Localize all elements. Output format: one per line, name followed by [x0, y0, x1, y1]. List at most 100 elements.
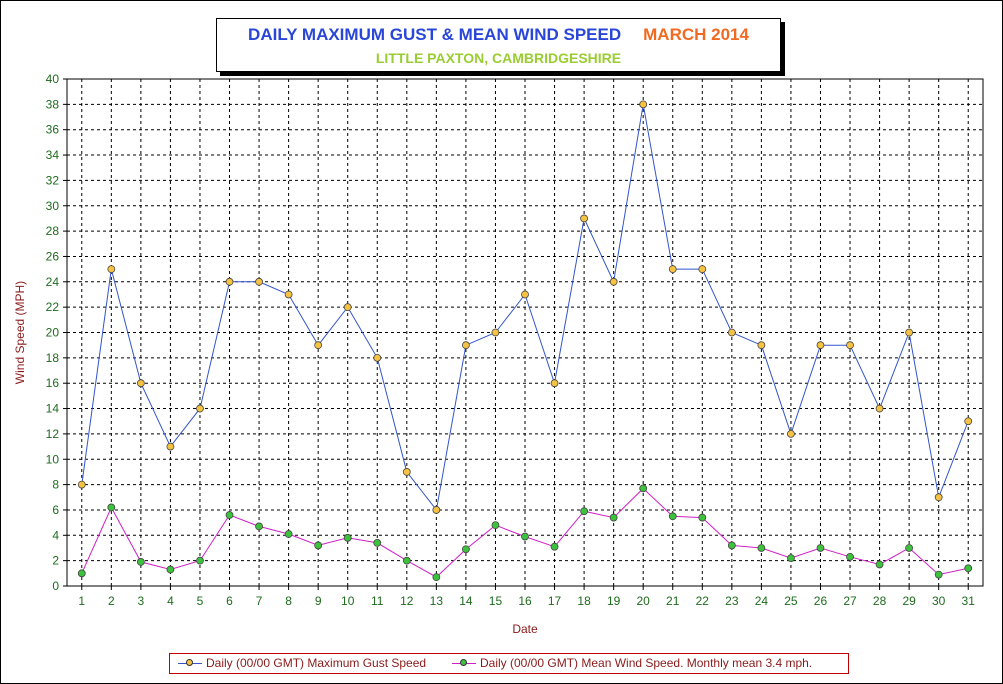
data-point-gust — [609, 277, 618, 286]
data-point-mean — [136, 558, 145, 566]
data-point-mean — [639, 484, 648, 493]
y-tick-label: 10 — [46, 452, 60, 466]
plot-border — [66, 78, 984, 587]
data-point-mean — [255, 522, 263, 531]
chart-subtitle: LITTLE PAXTON, CAMBRIDGESHIRE — [375, 50, 622, 66]
y-tick-label: 14 — [46, 402, 60, 416]
data-point-mean — [905, 544, 914, 552]
x-axis-label: Date — [512, 622, 538, 636]
x-tick-label: 20 — [637, 594, 651, 608]
data-point-mean — [196, 556, 204, 565]
x-tick-label: 3 — [138, 594, 145, 608]
data-point-mean — [462, 545, 470, 554]
data-point-mean — [964, 564, 973, 573]
x-tick-label: 10 — [341, 594, 355, 608]
x-tick-label: 7 — [256, 594, 263, 608]
data-point-gust — [580, 214, 588, 223]
data-point-gust — [77, 480, 86, 489]
data-point-mean — [580, 507, 588, 516]
data-point-gust — [314, 341, 323, 350]
data-point-mean — [816, 544, 825, 552]
y-tick-label: 28 — [46, 224, 60, 238]
x-tick-label: 18 — [577, 594, 591, 608]
x-tick-label: 13 — [430, 594, 444, 608]
data-point-mean — [491, 521, 500, 530]
data-point-mean — [314, 541, 323, 550]
y-tick-label: 18 — [46, 351, 60, 365]
data-point-gust — [402, 468, 411, 476]
data-point-gust — [846, 341, 854, 350]
legend-gust-label: Daily (00/00 GMT) Maximum Gust Speed — [206, 656, 427, 670]
y-tick-label: 16 — [46, 376, 60, 390]
x-tick-label: 24 — [755, 594, 769, 608]
data-point-gust — [284, 290, 293, 299]
data-point-gust — [875, 404, 884, 413]
data-point-gust — [521, 290, 529, 299]
data-point-gust — [698, 265, 707, 274]
data-point-gust — [491, 328, 500, 337]
x-tick-label: 9 — [315, 594, 322, 608]
data-point-mean — [432, 573, 441, 582]
legend-mean-marker — [460, 659, 467, 666]
data-point-gust — [373, 353, 382, 362]
data-point-gust — [816, 341, 825, 350]
y-tick-label: 8 — [52, 478, 59, 492]
y-tick-label: 2 — [52, 554, 59, 568]
data-point-gust — [432, 506, 441, 514]
x-tick-label: 11 — [371, 594, 384, 608]
data-point-mean — [521, 532, 529, 541]
y-tick-label: 6 — [52, 503, 59, 517]
data-point-gust — [255, 277, 263, 286]
data-point-gust — [964, 417, 973, 426]
x-tick-label: 2 — [108, 594, 115, 608]
y-tick-label: 34 — [46, 148, 60, 162]
x-tick-label: 16 — [518, 594, 532, 608]
data-point-mean — [846, 552, 854, 561]
data-point-gust — [639, 100, 648, 109]
data-point-mean — [934, 570, 943, 579]
x-tick-label: 14 — [459, 594, 473, 608]
y-tick-label: 40 — [46, 72, 60, 86]
data-point-mean — [757, 544, 766, 552]
y-tick-label: 32 — [46, 173, 60, 187]
data-point-gust — [757, 341, 766, 350]
x-tick-label: 31 — [962, 594, 976, 608]
x-tick-label: 30 — [932, 594, 946, 608]
data-point-mean — [727, 541, 736, 550]
y-axis-label: Wind Speed (MPH) — [13, 281, 27, 384]
data-point-gust — [136, 379, 145, 388]
y-tick-label: 30 — [46, 199, 60, 213]
legend: Daily (00/00 GMT) Maximum Gust Speed Dai… — [169, 653, 849, 674]
x-tick-label: 15 — [489, 594, 503, 608]
data-point-mean — [373, 539, 382, 547]
x-tick-label: 8 — [285, 594, 292, 608]
data-point-mean — [284, 530, 293, 538]
data-point-gust — [107, 265, 116, 274]
x-tick-label: 23 — [725, 594, 739, 608]
title-box: DAILY MAXIMUM GUST & MEAN WIND SPEED MARC… — [216, 18, 781, 72]
x-tick-label: 4 — [167, 594, 174, 608]
x-tick-label: 5 — [197, 594, 204, 608]
x-tick-label: 27 — [843, 594, 857, 608]
data-point-mean — [77, 569, 86, 578]
x-tick-label: 25 — [784, 594, 798, 608]
x-tick-label: 19 — [607, 594, 621, 608]
x-tick-label: 29 — [902, 594, 916, 608]
legend-gust-marker — [186, 659, 193, 666]
y-tick-label: 20 — [46, 326, 60, 340]
x-tick-label: 12 — [400, 594, 414, 608]
data-point-mean — [668, 512, 677, 521]
y-tick-label: 12 — [46, 427, 60, 441]
data-point-gust — [462, 341, 470, 350]
data-point-gust — [166, 442, 175, 451]
data-point-gust — [727, 328, 736, 337]
data-point-gust — [668, 265, 677, 274]
data-point-mean — [787, 554, 795, 563]
y-tick-label: 26 — [46, 249, 60, 263]
x-tick-label: 21 — [666, 594, 680, 608]
chart-period: MARCH 2014 — [643, 25, 749, 44]
x-tick-label: 22 — [696, 594, 710, 608]
data-point-gust — [343, 303, 352, 312]
data-point-gust — [196, 404, 204, 413]
